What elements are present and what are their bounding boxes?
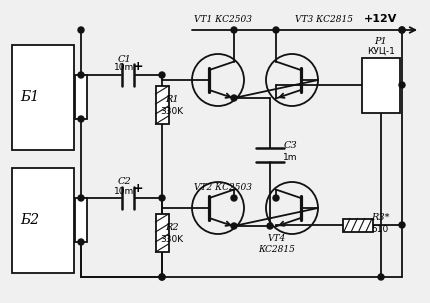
Text: 10m: 10m <box>114 187 134 195</box>
Text: VT1 КС2503: VT1 КС2503 <box>194 15 252 25</box>
Circle shape <box>159 274 165 280</box>
Circle shape <box>78 195 84 201</box>
Circle shape <box>159 72 165 78</box>
Bar <box>362 58 400 113</box>
Text: VT4
КС2815: VT4 КС2815 <box>258 234 295 254</box>
Text: VT3 КС2815: VT3 КС2815 <box>295 15 353 25</box>
Text: VT2 КС2503: VT2 КС2503 <box>194 184 252 192</box>
Text: +: + <box>133 182 143 195</box>
Circle shape <box>399 222 405 228</box>
Text: P1: P1 <box>375 38 387 46</box>
Text: R2: R2 <box>165 224 179 232</box>
Text: 330K: 330K <box>160 108 184 116</box>
Bar <box>156 86 169 124</box>
Text: Б2: Б2 <box>21 213 40 227</box>
Text: КУЦ-1: КУЦ-1 <box>367 46 395 55</box>
Text: C1: C1 <box>117 55 131 64</box>
Text: R3*: R3* <box>371 212 389 221</box>
Text: 1m: 1m <box>283 152 297 161</box>
Circle shape <box>78 116 84 122</box>
Circle shape <box>159 274 165 280</box>
Text: Б1: Б1 <box>21 90 40 104</box>
Text: +12V: +12V <box>364 14 397 24</box>
Circle shape <box>231 223 237 229</box>
Circle shape <box>78 239 84 245</box>
Circle shape <box>399 82 405 88</box>
Bar <box>75 198 87 242</box>
Circle shape <box>399 27 405 33</box>
Text: C2: C2 <box>117 178 131 187</box>
Text: 510: 510 <box>372 225 389 234</box>
Text: 330K: 330K <box>160 235 184 245</box>
Circle shape <box>378 274 384 280</box>
Bar <box>343 218 373 231</box>
Bar <box>156 214 169 252</box>
Text: 10m: 10m <box>114 64 134 72</box>
Circle shape <box>231 95 237 101</box>
Circle shape <box>399 27 405 33</box>
Circle shape <box>273 195 279 201</box>
Circle shape <box>273 27 279 33</box>
Circle shape <box>78 72 84 78</box>
Circle shape <box>159 195 165 201</box>
Circle shape <box>231 195 237 201</box>
Text: C3: C3 <box>283 141 297 149</box>
Circle shape <box>78 27 84 33</box>
Bar <box>75 75 87 119</box>
Text: R1: R1 <box>165 95 179 105</box>
Circle shape <box>231 27 237 33</box>
Bar <box>12 168 74 273</box>
Circle shape <box>267 223 273 229</box>
Text: +: + <box>133 59 143 72</box>
Bar <box>12 45 74 150</box>
